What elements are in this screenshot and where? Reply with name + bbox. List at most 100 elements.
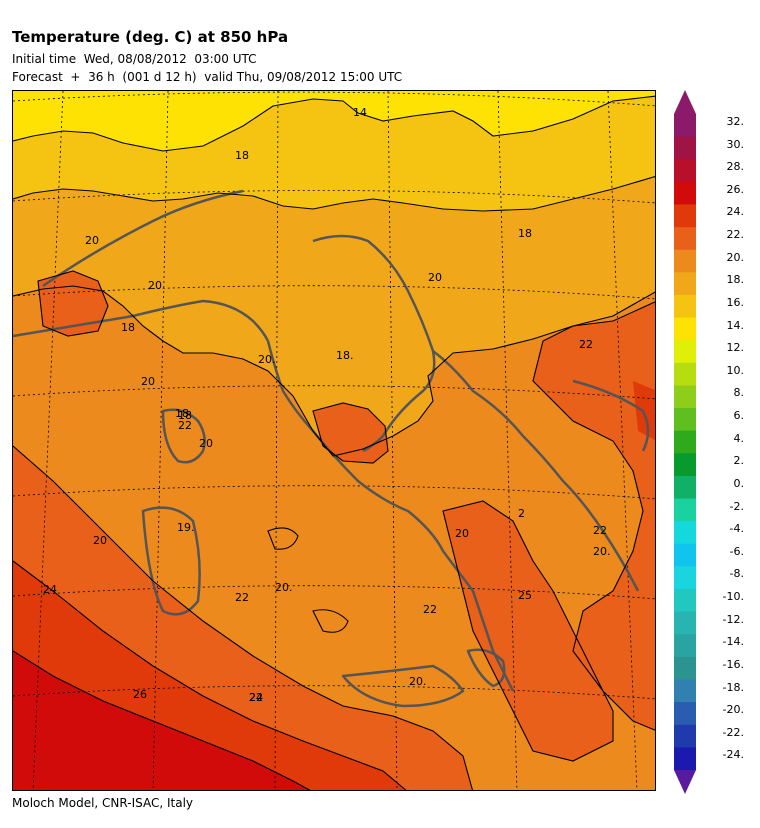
scale-swatch [674, 114, 696, 138]
scale-swatch [674, 589, 696, 613]
scale-label: 4. [733, 431, 745, 445]
band-26-28 [13, 651, 310, 790]
contour-lines [13, 95, 655, 790]
coastlines [13, 189, 650, 708]
scale-swatch [674, 611, 696, 635]
scale-label: -16. [722, 657, 744, 671]
scale-label: -22. [722, 725, 744, 739]
scale-label: 22. [726, 228, 745, 242]
contour-label: 19. [177, 521, 195, 534]
scale-swatch [674, 747, 696, 771]
scale-label: 2. [733, 454, 745, 468]
initial-time-label: Initial time Wed, 08/08/2012 03:00 UTC [12, 52, 257, 66]
scale-swatch [674, 453, 696, 477]
contour-label-group: 14 18 20 20 18 20 20. 18. 20 18 22 20 18… [43, 106, 611, 704]
scale-label: 30. [726, 137, 745, 151]
scale-swatch [674, 634, 696, 658]
chart-title: Temperature (deg. C) at 850 hPa [12, 28, 289, 46]
scale-label: 28. [726, 160, 745, 174]
scale-swatch [674, 136, 696, 160]
scale-swatch [674, 724, 696, 748]
scale-swatch [674, 362, 696, 386]
contour-label: 22 [593, 524, 607, 537]
scale-label: 10. [726, 363, 745, 377]
scale-label: -18. [722, 680, 744, 694]
forecast-valid-label: Forecast + 36 h (001 d 12 h) valid Thu, … [12, 70, 403, 84]
scale-swatch [674, 227, 696, 251]
contour-label: 14 [353, 106, 367, 119]
scale-label: 16. [726, 295, 745, 309]
scale-label: 12. [726, 341, 745, 355]
scale-label: -8. [729, 567, 744, 581]
scale-arrow-bottom [674, 770, 696, 794]
scale-swatch [674, 340, 696, 364]
scale-swatch [674, 430, 696, 454]
scale-label: 24. [726, 205, 745, 219]
contour-label: 20. [258, 353, 276, 366]
scale-label: 14. [726, 318, 745, 332]
scale-swatch [674, 159, 696, 183]
scale-label: -12. [722, 612, 744, 626]
contour-label: 18 [178, 409, 192, 422]
contour-label: 20. [593, 545, 611, 558]
scale-label: -10. [722, 590, 744, 604]
band-22-24-se [443, 501, 613, 761]
contour-label: 18 [235, 149, 249, 162]
scale-label: -20. [722, 703, 744, 717]
contour-label: 20. [275, 581, 293, 594]
scale-swatch [674, 204, 696, 228]
contour-label: 20 [85, 234, 99, 247]
scale-label: -4. [729, 522, 744, 536]
contour-label: 22 [579, 338, 593, 351]
contour-label: 22 [235, 591, 249, 604]
scale-label: 32. [726, 115, 745, 128]
scale-swatch [674, 521, 696, 545]
contour-label: 25 [518, 589, 532, 602]
band-22-24-east [533, 301, 655, 731]
temperature-map: 14 18 20 20 18 20 20. 18. 20 18 22 20 18… [12, 90, 656, 791]
scale-swatch [674, 317, 696, 341]
scale-label: 6. [733, 409, 745, 423]
contour-label: 26 [133, 688, 147, 701]
scale-label: -24. [722, 748, 744, 762]
scale-label: 18. [726, 273, 745, 287]
model-credit: Moloch Model, CNR-ISAC, Italy [12, 796, 194, 810]
band-14-16 [13, 91, 655, 151]
contour-label: 22 [178, 419, 192, 432]
scale-swatch [674, 475, 696, 500]
scale-swatch [674, 181, 696, 205]
contour-label: 20 [428, 271, 442, 284]
scale-swatch [674, 294, 696, 319]
scale-arrow-top [674, 90, 696, 114]
contour-label: 18. [336, 349, 354, 362]
contour-label: 18 [121, 321, 135, 334]
scale-swatch [674, 408, 696, 432]
scale-label: 0. [733, 476, 745, 490]
scale-swatch [674, 385, 696, 409]
contour-label: 24 [249, 691, 263, 704]
scale-swatch [674, 272, 696, 296]
scale-swatch [674, 543, 696, 567]
scale-swatch [674, 702, 696, 726]
color-scale-bar [674, 90, 696, 794]
scale-label: -14. [722, 635, 744, 649]
scale-label: 26. [726, 182, 745, 196]
scale-swatch [674, 679, 696, 703]
scale-swatch [674, 656, 696, 681]
scale-label: 8. [733, 386, 745, 400]
contour-label: 18 [518, 227, 532, 240]
contour-label: 24 [43, 583, 57, 596]
scale-label: 20. [726, 250, 745, 264]
contour-label: 20 [141, 375, 155, 388]
contour-label: 20 [455, 527, 469, 540]
scale-swatch [674, 249, 696, 273]
scale-label: -2. [729, 499, 744, 513]
scale-swatch [674, 566, 696, 590]
contour-label: 20 [93, 534, 107, 547]
contour-label: 18 [175, 407, 189, 420]
contour-label: 22 [423, 603, 437, 616]
contour-label: 22 [249, 691, 263, 704]
contour-label: 20 [199, 437, 213, 450]
contour-label: 2 [518, 507, 525, 520]
scale-label: -6. [729, 544, 744, 558]
